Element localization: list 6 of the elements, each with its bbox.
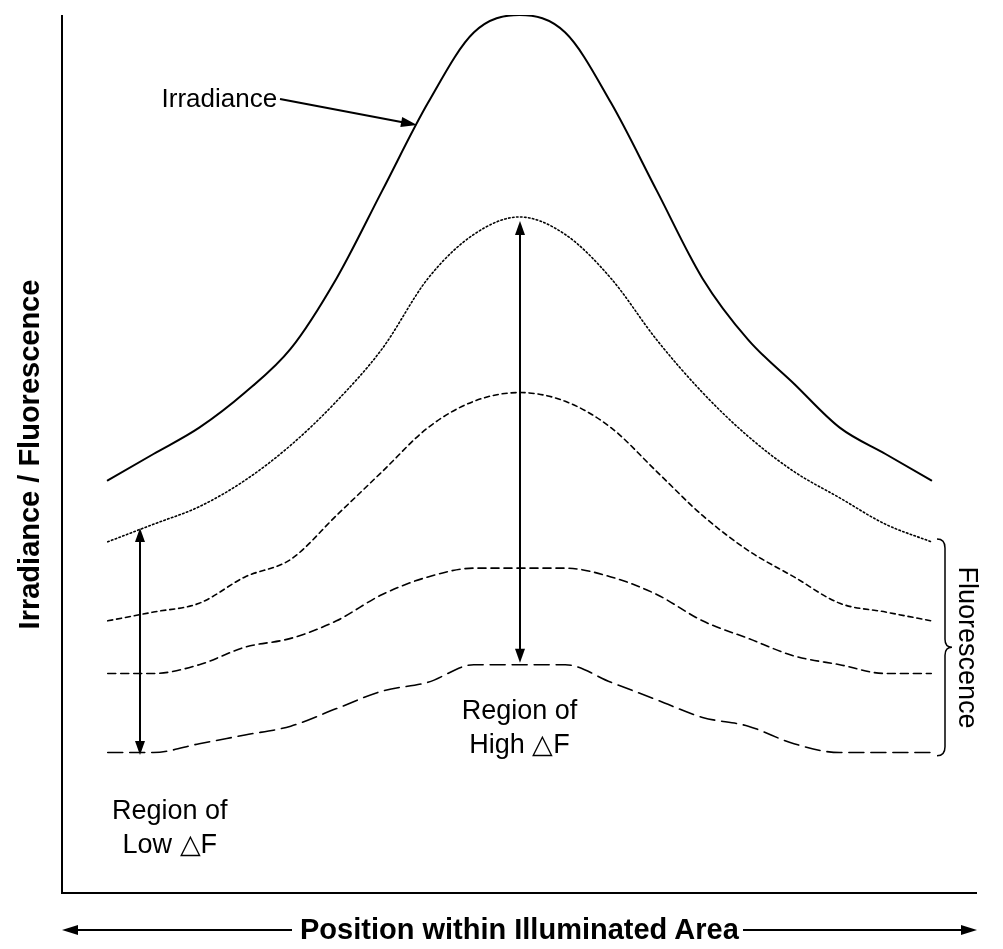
annotation: Fluorescence — [951, 566, 983, 729]
annotation: Region of Low △F — [110, 793, 229, 861]
annotation: Region of High △F — [460, 693, 579, 761]
y-axis-title: Irradiance / Fluorescence — [13, 279, 47, 629]
x-axis-title: Position within Illuminated Area — [300, 913, 739, 946]
annotation: Irradiance — [161, 82, 278, 114]
